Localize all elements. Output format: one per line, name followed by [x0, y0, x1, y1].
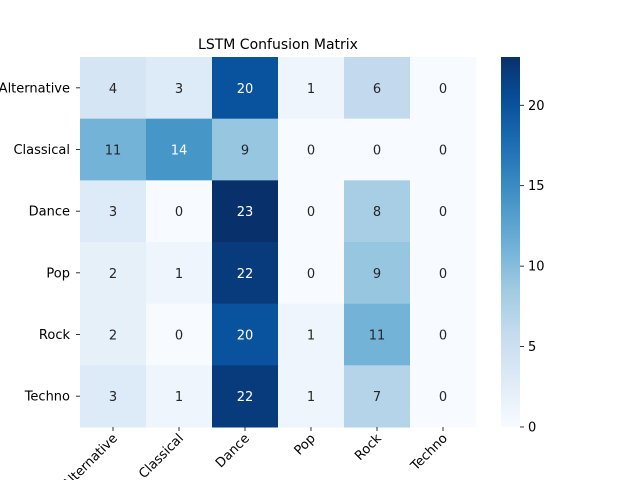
cell-value-label: 3	[109, 205, 117, 220]
y-tick-label: Dance	[29, 205, 70, 220]
cell-value-label: 9	[241, 144, 249, 159]
cell-value-label: 8	[373, 205, 381, 220]
heatmap-cell	[344, 118, 411, 181]
cell-value-label: 23	[237, 205, 254, 220]
heatmap-cell	[146, 57, 213, 120]
cell-value-label: 3	[109, 390, 117, 405]
heatmap-cell	[278, 365, 345, 428]
heatmap-cell	[146, 242, 213, 305]
heatmap-cell	[146, 118, 213, 181]
heatmap-cell	[146, 303, 213, 366]
cell-value-label: 2	[109, 329, 117, 344]
chart-title: LSTM Confusion Matrix	[198, 37, 358, 53]
heatmap-cell	[212, 118, 279, 181]
cell-value-label: 3	[175, 82, 183, 97]
cell-value-label: 4	[109, 82, 117, 97]
cell-annotations: 4 3 20 1 6 011 14 9 0 0 03 0 23 0 8 02 1 22 0 9 02 0 20 1 11 03 1 2…	[105, 82, 447, 405]
cell-value-label: 0	[439, 205, 447, 220]
cell-value-label: 11	[105, 144, 122, 159]
x-tick-label: Classical	[136, 431, 187, 480]
cell-value-label: 20	[237, 329, 254, 344]
heatmap-cell	[344, 180, 411, 243]
cell-value-label: 0	[175, 329, 183, 344]
colorbar-tick-label: 10	[528, 260, 545, 275]
heatmap-cell	[212, 365, 279, 428]
colorbar-tick-label: 15	[528, 179, 545, 194]
cell-value-label: 0	[439, 82, 447, 97]
cell-value-label: 22	[237, 390, 254, 405]
heatmap-cell	[212, 242, 279, 305]
cell-value-label: 7	[373, 390, 381, 405]
heatmap-cell	[410, 57, 477, 120]
x-tick-label: Dance	[213, 431, 253, 471]
y-tick-label: Rock	[39, 328, 71, 343]
heatmap-cell	[410, 242, 477, 305]
heatmap-cell	[80, 180, 147, 243]
cell-value-label: 0	[439, 144, 447, 159]
heatmap-cell	[278, 242, 345, 305]
colorbar: 0 5 10 15 20	[501, 57, 545, 436]
cell-value-label: 0	[307, 267, 315, 282]
cell-value-label: 0	[175, 205, 183, 220]
x-tick-label: Alternative	[60, 431, 121, 480]
cell-value-label: 0	[439, 329, 447, 344]
x-axis: Alternative Classical Dance Pop Rock Techno	[60, 427, 451, 480]
cell-value-label: 0	[439, 390, 447, 405]
heatmap-cell	[80, 118, 147, 181]
y-axis: Alternative Classical Dance Pop Rock Techno	[0, 81, 80, 405]
heatmap-cell	[80, 242, 147, 305]
cell-value-label: 20	[237, 82, 254, 97]
cell-value-label: 14	[171, 144, 188, 159]
heatmap-cell	[344, 303, 411, 366]
y-tick-label: Pop	[46, 266, 70, 281]
cell-value-label: 0	[307, 205, 315, 220]
cell-value-label: 22	[237, 267, 254, 282]
heatmap-cell	[80, 303, 147, 366]
x-tick-label: Rock	[352, 431, 385, 464]
heatmap-cell	[344, 365, 411, 428]
heatmap-cell	[410, 118, 477, 181]
cell-value-label: 1	[307, 329, 315, 344]
heatmap-cells	[80, 57, 477, 428]
heatmap-cell	[410, 365, 477, 428]
cell-value-label: 11	[369, 329, 386, 344]
colorbar-tick-label: 0	[528, 421, 536, 436]
heatmap-cell	[278, 180, 345, 243]
x-tick-label: Techno	[407, 431, 450, 474]
cell-value-label: 1	[175, 390, 183, 405]
cell-value-label: 1	[307, 390, 315, 405]
heatmap-cell	[278, 303, 345, 366]
heatmap-cell	[80, 365, 147, 428]
heatmap-cell	[344, 57, 411, 120]
heatmap-cell	[212, 57, 279, 120]
cell-value-label: 1	[175, 267, 183, 282]
colorbar-gradient	[501, 57, 520, 427]
heatmap-cell	[278, 118, 345, 181]
cell-value-label: 9	[373, 267, 381, 282]
heatmap-cell	[344, 242, 411, 305]
cell-value-label: 0	[373, 144, 381, 159]
y-tick-label: Alternative	[0, 81, 70, 96]
heatmap-cell	[212, 180, 279, 243]
cell-value-label: 0	[439, 267, 447, 282]
x-tick-label: Pop	[292, 431, 319, 458]
cell-value-label: 2	[109, 267, 117, 282]
y-tick-label: Classical	[13, 143, 70, 158]
colorbar-tick-label: 5	[528, 340, 536, 355]
heatmap-cell	[80, 57, 147, 120]
heatmap-cell	[212, 303, 279, 366]
cell-value-label: 0	[307, 144, 315, 159]
heatmap-cell	[146, 365, 213, 428]
heatmap-cell	[410, 180, 477, 243]
y-tick-label: Techno	[24, 390, 70, 405]
cell-value-label: 6	[373, 82, 381, 97]
heatmap-cell	[146, 180, 213, 243]
cell-value-label: 1	[307, 82, 315, 97]
colorbar-tick-label: 20	[528, 99, 545, 114]
heatmap-cell	[410, 303, 477, 366]
heatmap-cell	[278, 57, 345, 120]
